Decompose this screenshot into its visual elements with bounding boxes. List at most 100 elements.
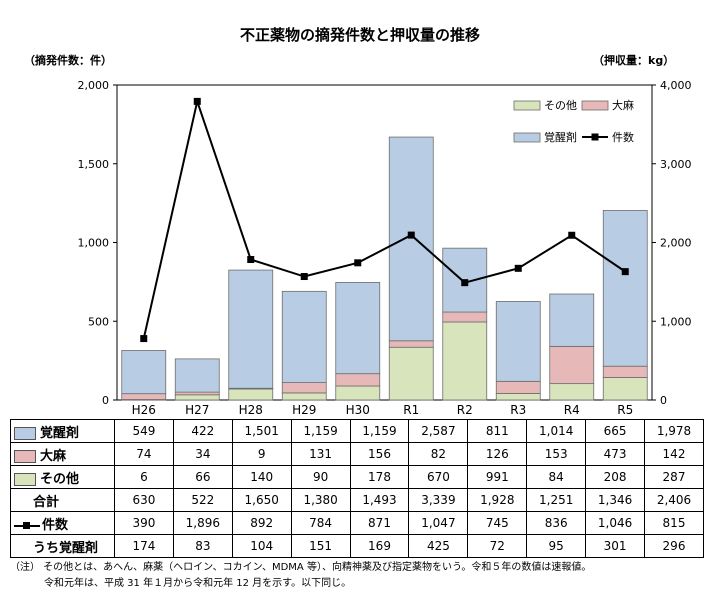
table-cell: 1,380 [290,488,351,512]
left-axis-tick-label: 2,000 [78,79,110,92]
row-label: その他 [40,471,80,487]
bar-stimulant [549,293,595,347]
line-cases-marker [193,97,201,105]
bar-stimulant [174,358,220,393]
table-cell: 1,650 [231,488,292,512]
table-cell: 6 [114,465,174,489]
chart-title: 不正薬物の摘発件数と押収量の推移 [239,26,480,44]
bar-stimulant [228,269,274,389]
footnote: （注） その他とは、あへん、麻薬（ヘロイン、コカイン、MDMA 等）、向精神薬及… [10,560,591,592]
table-cell: 1,501 [231,419,292,443]
table-row: 合計 630 522 1,650 1,380 1,493 3,339 1,928 1,251 1,… [10,488,704,512]
row-label: 合計 [33,494,60,510]
right-axis-tick-label: 4,000 [660,79,692,92]
legend-swatch-other [513,100,541,111]
table-cell: 74 [114,442,174,466]
table-cell: 296 [644,534,704,558]
right-axis-tick-label: 2,000 [660,237,692,250]
table-cell: 126 [467,442,528,466]
x-axis-category-label: R4 [564,403,580,417]
right-axis-tick-label: 3,000 [660,158,692,171]
table-cell: 140 [231,465,292,489]
x-axis-category-label: R1 [403,403,419,417]
table-cell: 1,047 [408,511,469,535]
legend-swatch-cannabis [581,100,609,111]
table-cell: 1,159 [290,419,351,443]
table-cell: 208 [585,465,646,489]
x-axis-category-label: H26 [132,403,156,417]
bar-cannabis [442,311,488,323]
bar-other [602,376,648,401]
row-header-total: 合計 [10,488,115,512]
table-cell: 169 [349,534,410,558]
table-cell: 1,159 [349,419,410,443]
line-cases-marker [300,273,308,281]
table-cell: 301 [585,534,646,558]
bar-other [228,388,274,401]
table-cell: 90 [290,465,351,489]
line-cases-marker [514,264,522,272]
table-cell: 174 [114,534,174,558]
legend-marker-cases [591,133,599,141]
table-cell: 72 [467,534,528,558]
chart-plot: 0 500 1,000 1,500 2,000 0 1,000 2,000 3,000 4,000… [78,79,692,417]
legend-swatch-stimulant [513,132,541,143]
left-axis-tick-label: 500 [88,315,109,328]
line-cases-marker [461,279,469,287]
table-cell: 991 [467,465,528,489]
table-cell: 151 [290,534,351,558]
table-cell: 665 [585,419,646,443]
row-header-other: その他 [10,465,115,489]
left-axis-unit: （摘発件数：件） [24,54,112,67]
table-cell: 1,978 [644,419,704,443]
table-cell: 811 [467,419,528,443]
bar-cannabis [121,393,167,400]
bar-stimulant [495,301,541,382]
data-table: 覚醒剤 549 422 1,501 1,159 1,159 2,587 811 1,014 665… [10,419,704,558]
bar-cannabis [549,345,595,385]
x-axis-category-label: R3 [510,403,526,417]
row-label: 件数 [42,517,69,533]
left-axis-tick-label: 1,500 [78,158,110,171]
row-label: うち覚醒剤 [33,540,99,556]
bar-other [174,394,220,401]
table-cell: 84 [526,465,587,489]
table-row: 大麻 74 34 9 131 156 82 126 153 473 142 [10,442,704,466]
table-cell: 34 [172,442,233,466]
x-axis-category-label: R5 [617,403,633,417]
bar-stimulant [602,210,648,367]
x-axis-category-label: H29 [292,403,316,417]
table-row: うち覚醒剤 174 83 104 151 169 425 72 95 301 296 [10,534,704,558]
table-cell: 95 [526,534,587,558]
bar-other [549,383,595,401]
bar-other [335,385,381,401]
bar-stimulant [335,282,381,375]
bar-cannabis [388,340,434,348]
table-cell: 3,339 [408,488,469,512]
line-cases [142,97,626,339]
table-cell: 1,014 [526,419,587,443]
table-cell: 82 [408,442,469,466]
bar-other [281,392,327,401]
table-cell: 815 [644,511,704,535]
bar-stimulant [121,350,167,395]
row-header-stimulant: 覚醒剤 [10,419,115,443]
bar-cannabis [174,391,220,396]
table-cell: 2,406 [644,488,704,512]
table-cell: 871 [349,511,410,535]
bar-other [495,392,541,401]
table-cell: 153 [526,442,587,466]
bar-stimulant [388,136,434,342]
table-cell: 892 [231,511,292,535]
line-cases-marker [407,231,415,239]
table-cell: 1,896 [172,511,233,535]
table-cell: 66 [172,465,233,489]
right-axis-unit: （押収量：kg） [593,54,675,67]
bar-cannabis [335,373,381,387]
table-cell: 1,346 [585,488,646,512]
line-cases-marker [140,335,148,343]
table-cell: 156 [349,442,410,466]
legend-label-other: その他 [544,99,577,112]
table-cell: 425 [408,534,469,558]
table-cell: 522 [172,488,233,512]
